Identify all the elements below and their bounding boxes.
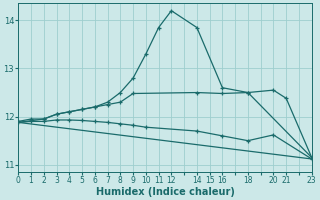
X-axis label: Humidex (Indice chaleur): Humidex (Indice chaleur) (96, 187, 235, 197)
